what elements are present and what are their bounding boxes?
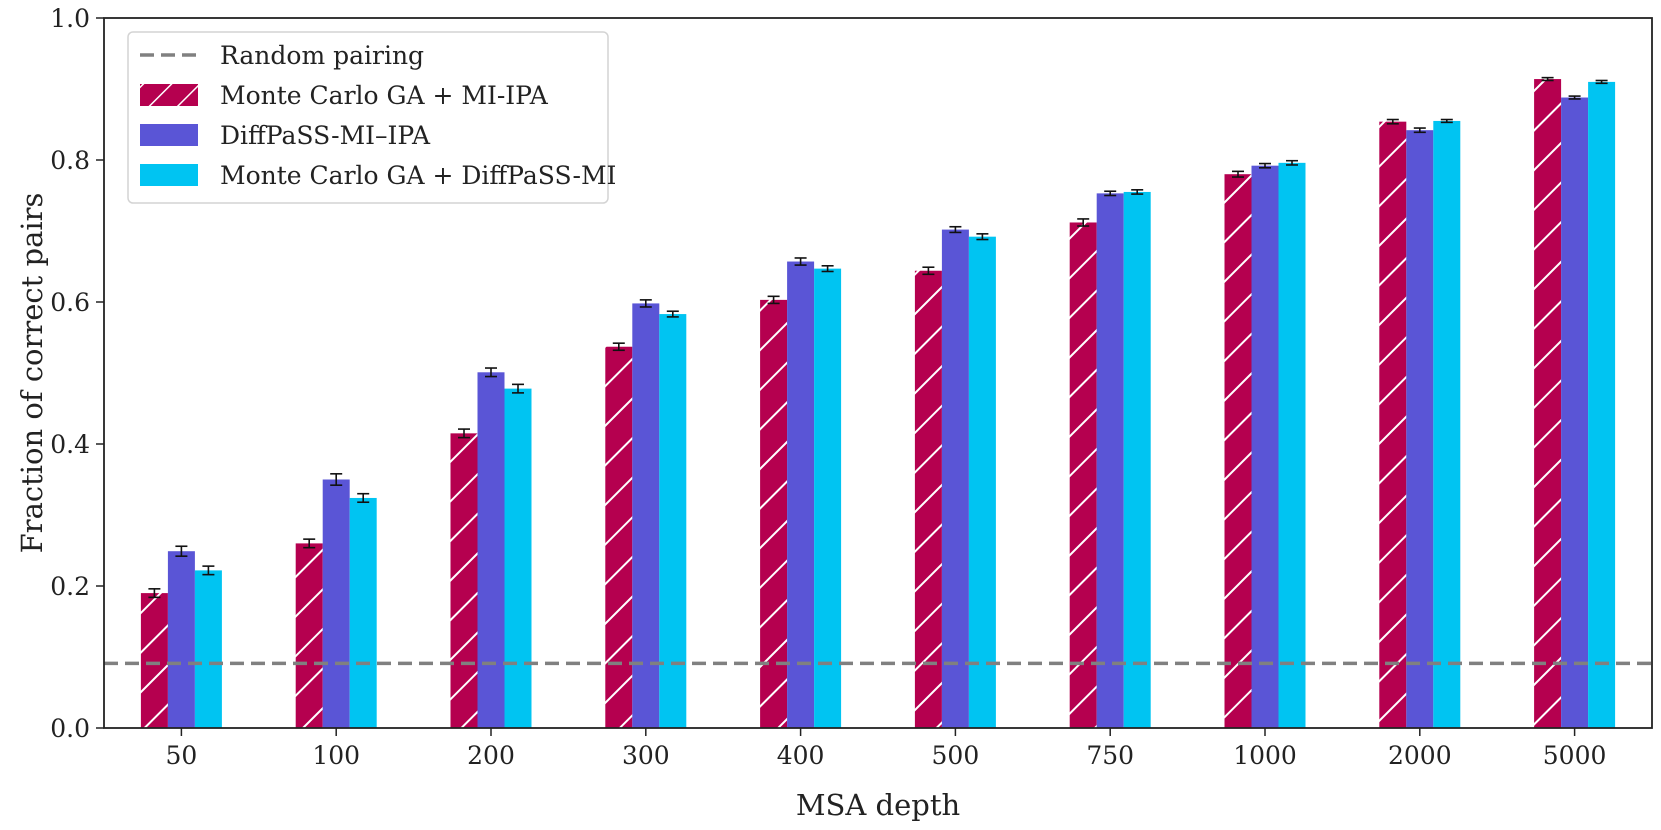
legend-label-mc-ga-diffpass-mi: Monte Carlo GA + DiffPaSS-MI	[220, 161, 616, 190]
bar-1000-series-0	[1224, 174, 1252, 728]
y-tick-label: 0.4	[50, 430, 90, 459]
y-tick-label: 0.6	[50, 288, 90, 317]
bar-5000-series-0	[1534, 79, 1562, 728]
bar-750-series-1	[1096, 193, 1124, 728]
x-tick-label: 500	[932, 741, 980, 770]
x-tick-label: 2000	[1388, 741, 1452, 770]
legend-swatch-mc-ga-diffpass-mi	[140, 164, 198, 186]
bar-50-series-1	[167, 551, 195, 728]
y-tick-label: 0.8	[50, 146, 90, 175]
bar-50-series-2	[194, 570, 222, 728]
bar-100-series-0	[295, 543, 323, 728]
bar-5000-series-2	[1588, 81, 1616, 728]
legend-label-mc-ga-mi-ipa: Monte Carlo GA + MI-IPA	[220, 81, 549, 110]
bar-5000-series-1	[1561, 97, 1589, 728]
bar-1000-series-1	[1251, 165, 1279, 728]
x-tick-label: 50	[165, 741, 197, 770]
y-tick-label: 1.0	[50, 4, 90, 33]
bar-500-series-2	[968, 236, 996, 728]
x-axis-label: MSA depth	[796, 788, 960, 822]
x-tick-label: 300	[622, 741, 670, 770]
x-tick-label: 1000	[1233, 741, 1297, 770]
legend-label-random-pairing: Random pairing	[220, 41, 424, 70]
x-tick-label: 750	[1086, 741, 1134, 770]
bar-200-series-1	[477, 372, 505, 728]
y-axis-label: Fraction of correct pairs	[15, 193, 49, 554]
bars-layer	[140, 76, 1616, 729]
x-tick-label: 200	[467, 741, 515, 770]
bar-300-series-0	[605, 346, 633, 728]
legend-swatch-mc-ga-mi-ipa	[140, 84, 198, 106]
bar-400-series-1	[787, 261, 815, 728]
bar-500-series-1	[941, 229, 969, 728]
bar-2000-series-2	[1433, 120, 1461, 728]
bar-500-series-0	[914, 270, 942, 728]
bar-400-series-0	[760, 299, 788, 728]
bar-100-series-2	[349, 497, 377, 728]
x-tick-label: 400	[777, 741, 825, 770]
x-tick-label: 5000	[1543, 741, 1607, 770]
y-tick-label: 0.2	[50, 572, 90, 601]
legend-box	[127, 31, 609, 204]
bar-300-series-2	[659, 314, 687, 728]
bar-50-series-0	[140, 593, 168, 728]
bar-2000-series-0	[1379, 121, 1407, 728]
y-tick-label: 0.0	[50, 714, 90, 743]
bar-750-series-0	[1069, 222, 1097, 729]
bar-1000-series-2	[1278, 162, 1306, 729]
legend-label-diffpass-mi-ipa: DiffPaSS-MI–IPA	[220, 121, 431, 150]
bar-300-series-1	[632, 303, 660, 728]
plot-frame	[103, 17, 1653, 729]
legend: Random pairing Monte Carlo GA + MI-IPA D…	[127, 31, 616, 204]
bar-2000-series-1	[1406, 130, 1434, 728]
bar-200-series-0	[450, 433, 478, 728]
bar-200-series-2	[504, 388, 532, 728]
axes-layer: 0.0 0.2 0.4 0.6 0.8 1.0 50 100 200 300 400 500 750 10…	[50, 4, 1653, 770]
bar-750-series-2	[1123, 191, 1151, 728]
legend-swatch-diffpass-mi-ipa	[140, 124, 198, 146]
x-tick-label: 100	[312, 741, 360, 770]
bar-400-series-2	[814, 268, 842, 728]
bar-100-series-1	[322, 479, 350, 728]
